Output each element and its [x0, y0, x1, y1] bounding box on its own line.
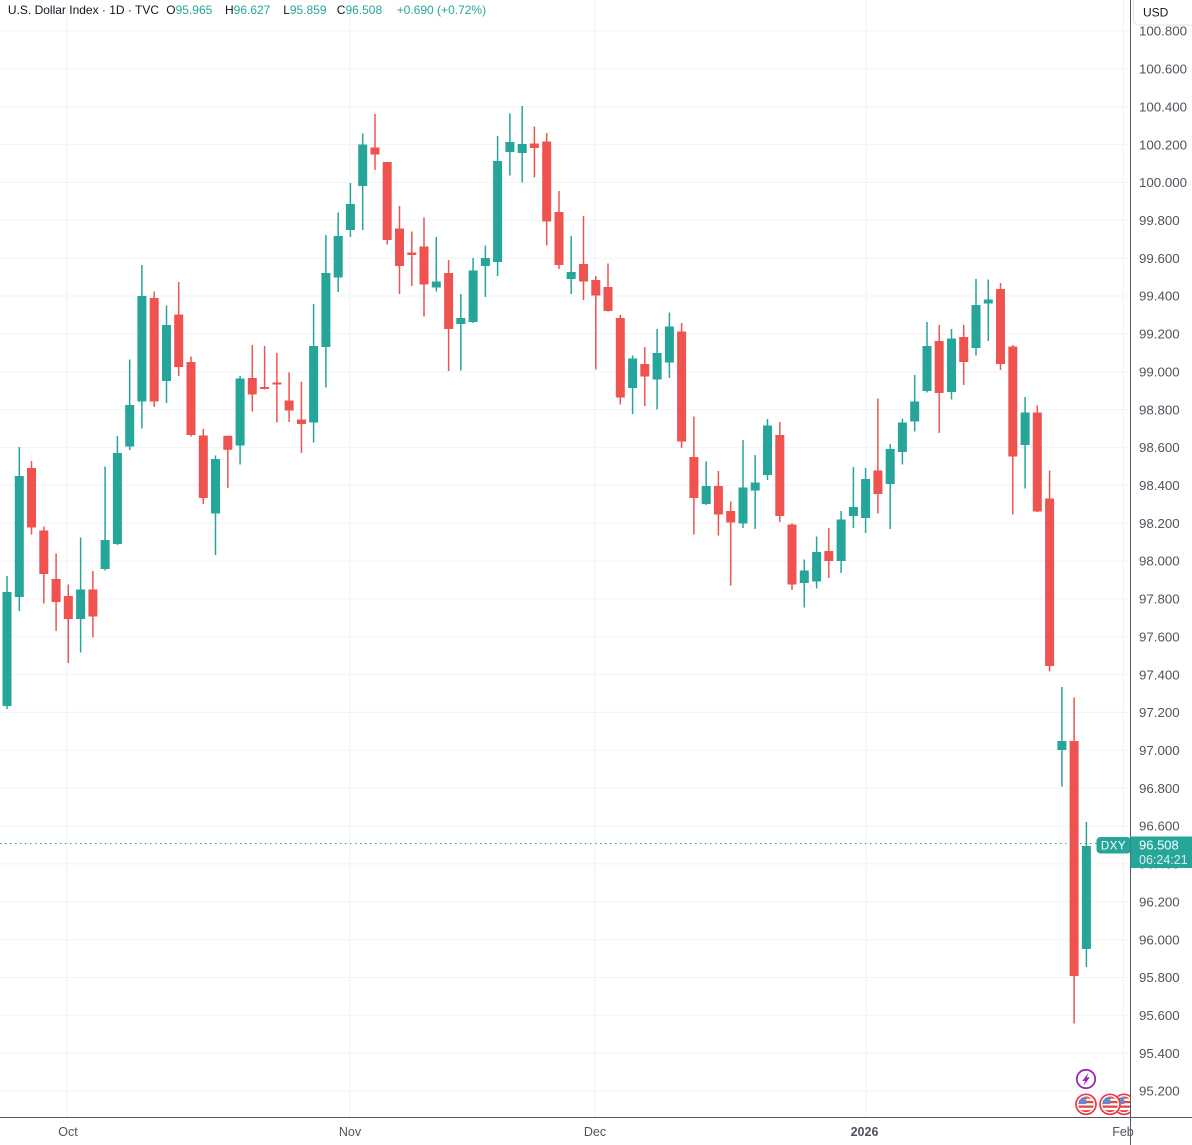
svg-text:97.000: 97.000: [1139, 743, 1180, 758]
svg-text:96.600: 96.600: [1139, 819, 1180, 834]
svg-text:99.800: 99.800: [1139, 213, 1180, 228]
svg-text:USD: USD: [1143, 6, 1169, 20]
svg-text:96.508: 96.508: [1139, 838, 1179, 853]
svg-text:100.600: 100.600: [1139, 62, 1187, 77]
svg-text:97.800: 97.800: [1139, 592, 1180, 607]
svg-text:98.400: 98.400: [1139, 478, 1180, 493]
svg-text:97.400: 97.400: [1139, 667, 1180, 682]
svg-text:06:24:21: 06:24:21: [1139, 853, 1188, 867]
svg-text:96.200: 96.200: [1139, 894, 1180, 909]
svg-text:98.200: 98.200: [1139, 516, 1180, 531]
svg-text:Nov: Nov: [339, 1125, 362, 1139]
svg-text:Oct: Oct: [58, 1125, 78, 1139]
svg-text:100.200: 100.200: [1139, 137, 1187, 152]
svg-text:98.600: 98.600: [1139, 440, 1180, 455]
svg-text:Dec: Dec: [584, 1125, 606, 1139]
svg-text:96.800: 96.800: [1139, 781, 1180, 796]
svg-text:95.600: 95.600: [1139, 1008, 1180, 1023]
svg-text:95.200: 95.200: [1139, 1084, 1180, 1099]
svg-text:DXY: DXY: [1101, 840, 1126, 852]
svg-text:99.200: 99.200: [1139, 327, 1180, 342]
svg-text:Feb: Feb: [1112, 1125, 1134, 1139]
svg-text:100.000: 100.000: [1139, 175, 1187, 190]
svg-text:98.800: 98.800: [1139, 402, 1180, 417]
svg-text:2026: 2026: [851, 1125, 879, 1139]
svg-text:99.000: 99.000: [1139, 364, 1180, 379]
svg-text:100.400: 100.400: [1139, 99, 1187, 114]
svg-text:97.200: 97.200: [1139, 705, 1180, 720]
svg-text:97.600: 97.600: [1139, 629, 1180, 644]
svg-text:98.000: 98.000: [1139, 554, 1180, 569]
svg-text:96.000: 96.000: [1139, 932, 1180, 947]
svg-text:95.400: 95.400: [1139, 1046, 1180, 1061]
svg-text:99.400: 99.400: [1139, 289, 1180, 304]
svg-text:99.600: 99.600: [1139, 251, 1180, 266]
svg-text:95.800: 95.800: [1139, 970, 1180, 985]
svg-text:100.800: 100.800: [1139, 24, 1187, 39]
